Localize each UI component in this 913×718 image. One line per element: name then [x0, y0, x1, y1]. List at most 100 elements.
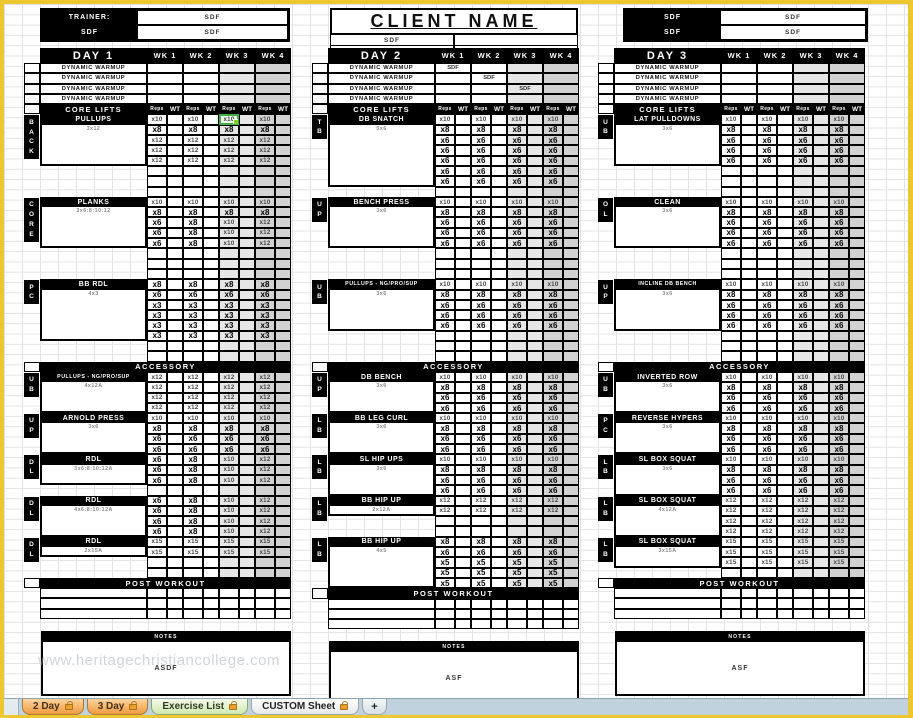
reps-cell[interactable]: x3: [183, 310, 203, 321]
wt-cell[interactable]: [239, 598, 255, 609]
reps-cell[interactable]: x10: [829, 454, 849, 465]
wt-cell[interactable]: [455, 577, 471, 589]
wt-cell[interactable]: [849, 268, 865, 280]
wt-cell[interactable]: [239, 588, 255, 599]
wt-cell[interactable]: [275, 186, 291, 197]
reps-cell[interactable]: x10: [829, 371, 849, 383]
reps-cell[interactable]: x6: [721, 227, 741, 239]
reps-cell[interactable]: x6: [543, 165, 563, 177]
wt-cell[interactable]: [741, 557, 757, 568]
reps-cell[interactable]: x8: [255, 279, 275, 290]
wt-cell[interactable]: [527, 371, 543, 383]
reps-cell[interactable]: x15: [793, 547, 813, 558]
group-cell[interactable]: [598, 63, 614, 74]
wt-cell[interactable]: [219, 258, 239, 269]
reps-cell[interactable]: x6: [255, 444, 275, 455]
reps-cell[interactable]: x6: [471, 299, 491, 311]
wt-cell[interactable]: [275, 608, 291, 620]
wt-cell[interactable]: [777, 402, 793, 414]
reps-cell[interactable]: x12: [255, 474, 275, 486]
wt-cell[interactable]: [203, 299, 219, 311]
reps-cell[interactable]: x8: [721, 207, 741, 218]
reps-cell[interactable]: x6: [471, 176, 491, 187]
wt-cell[interactable]: [455, 186, 471, 197]
reps-cell[interactable]: x6: [543, 320, 563, 331]
wt-cell[interactable]: [275, 392, 291, 403]
wt-cell[interactable]: [255, 165, 275, 177]
wt-cell[interactable]: [741, 547, 757, 558]
wt-cell[interactable]: [777, 217, 793, 228]
wt-column-label[interactable]: WT: [527, 104, 543, 115]
wt-cell[interactable]: [275, 474, 291, 486]
reps-cell[interactable]: x12: [793, 526, 813, 537]
wt-cell[interactable]: [563, 176, 579, 187]
wt-cell[interactable]: [813, 433, 829, 445]
reps-cell[interactable]: x12: [255, 382, 275, 393]
wt-cell[interactable]: [813, 547, 829, 558]
wt-cell[interactable]: [275, 217, 291, 228]
wt-cell[interactable]: [275, 289, 291, 300]
wt-cell[interactable]: [741, 516, 757, 527]
wt-cell[interactable]: [777, 474, 793, 486]
reps-cell[interactable]: x6: [507, 238, 527, 249]
wt-cell[interactable]: [471, 598, 491, 609]
wt-cell[interactable]: [219, 485, 239, 496]
wt-cell[interactable]: [147, 248, 167, 259]
wt-cell[interactable]: [507, 330, 527, 342]
wt-cell[interactable]: [813, 485, 829, 496]
wt-cell[interactable]: [239, 505, 255, 517]
wt-cell[interactable]: [757, 341, 777, 352]
wt-cell[interactable]: [849, 382, 865, 393]
reps-cell[interactable]: x6: [507, 135, 527, 146]
reps-cell[interactable]: x6: [147, 238, 167, 249]
wt-cell[interactable]: [203, 155, 219, 166]
reps-cell[interactable]: x6: [829, 402, 849, 414]
wt-cell[interactable]: [563, 598, 579, 609]
core-lifts-label[interactable]: CORE LIFTS: [328, 104, 435, 115]
wt-cell[interactable]: [167, 547, 183, 558]
reps-cell[interactable]: x6: [543, 227, 563, 239]
reps-cell[interactable]: x8: [471, 382, 491, 393]
reps-cell[interactable]: x10: [757, 279, 777, 290]
client-name-title[interactable]: CLIENT NAME: [330, 8, 578, 35]
reps-cell[interactable]: x10: [507, 371, 527, 383]
wt-cell[interactable]: [849, 207, 865, 218]
warmup-label-cell[interactable]: DYNAMIC WARMUP: [614, 63, 721, 74]
warmup-label-cell[interactable]: DYNAMIC WARMUP: [328, 73, 435, 84]
wt-cell[interactable]: [239, 557, 255, 568]
reps-cell[interactable]: x6: [507, 299, 527, 311]
wt-cell[interactable]: [527, 124, 543, 136]
wt-cell[interactable]: [239, 413, 255, 424]
exercise-header[interactable]: LAT PULLDOWNS: [614, 114, 721, 125]
wt-cell[interactable]: [239, 351, 255, 362]
wt-cell[interactable]: [793, 588, 813, 599]
reps-cell[interactable]: x6: [829, 227, 849, 239]
reps-cell[interactable]: x10: [793, 279, 813, 290]
wt-cell[interactable]: [239, 608, 255, 620]
wt-column-label[interactable]: WT: [813, 104, 829, 115]
reps-cell[interactable]: x6: [435, 135, 455, 146]
reps-cell[interactable]: x10: [543, 114, 563, 125]
wt-cell[interactable]: [455, 155, 471, 166]
reps-cell[interactable]: x12: [255, 392, 275, 403]
wt-cell[interactable]: [455, 547, 471, 558]
wt-cell[interactable]: [455, 619, 471, 630]
reps-cell[interactable]: x12: [219, 155, 239, 166]
reps-cell[interactable]: x15: [219, 547, 239, 558]
wt-cell[interactable]: [563, 238, 579, 249]
warmup-value-cell[interactable]: [757, 63, 793, 74]
group-cell[interactable]: [312, 83, 328, 94]
wt-cell[interactable]: [563, 577, 579, 589]
reps-cell[interactable]: x12: [147, 155, 167, 166]
reps-cell[interactable]: x6: [435, 547, 455, 558]
wt-cell[interactable]: [455, 567, 471, 578]
day-header-bar[interactable]: DAY 1 WK 1 WK 2 WK 3 WK 4: [40, 48, 291, 63]
wt-cell[interactable]: [543, 341, 563, 352]
wt-column-label[interactable]: WT: [455, 104, 471, 115]
exercise-header[interactable]: CLEAN: [614, 196, 721, 208]
reps-cell[interactable]: x12: [829, 516, 849, 527]
wt-cell[interactable]: [543, 608, 563, 620]
wt-cell[interactable]: [203, 114, 219, 125]
wt-cell[interactable]: [849, 516, 865, 527]
